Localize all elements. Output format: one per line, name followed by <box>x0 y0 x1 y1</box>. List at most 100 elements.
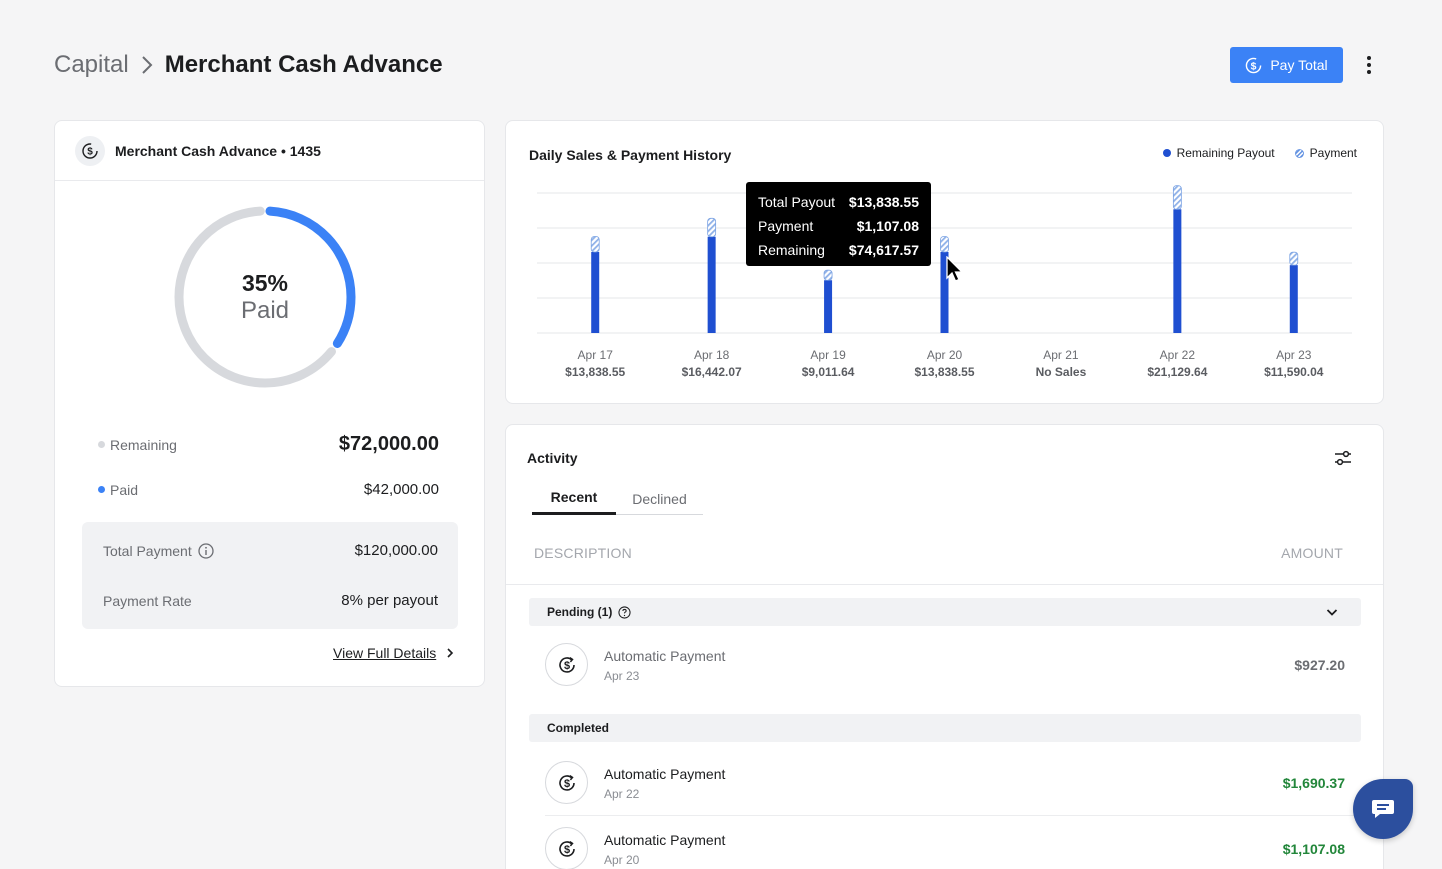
svg-text:$: $ <box>563 660 569 672</box>
tooltip-value: $74,617.57 <box>848 242 919 258</box>
paid-row: Paid $42,000.00 <box>98 481 439 498</box>
breadcrumb-root-link[interactable]: Capital <box>54 51 129 78</box>
summary-card: $ Merchant Cash Advance • 1435 35% Paid … <box>54 120 485 687</box>
tooltip-row: Payment $1,107.08 <box>758 214 919 238</box>
chart-legend: Remaining Payout Payment <box>1162 146 1357 160</box>
activity-card: Activity Recent Declined DESCRIPTION AMO… <box>505 424 1384 869</box>
bar-payment[interactable] <box>590 236 600 253</box>
remaining-row: Remaining $72,000.00 <box>98 433 439 456</box>
transaction-date: Apr 23 <box>604 669 640 683</box>
tooltip-label: Remaining <box>758 242 825 258</box>
list-item[interactable]: $ Automatic Payment Apr 20 $1,107.08 <box>545 827 1345 869</box>
auto-payment-icon: $ <box>545 761 588 804</box>
donut-paid-arc <box>174 206 356 388</box>
x-tick-label: Apr 21 <box>1043 348 1079 362</box>
sales-chart: Apr 17 $13,838.55 Apr 18 $16,442.07 Apr 19 $9… <box>537 185 1352 379</box>
tooltip-label: Total Payout <box>758 194 836 210</box>
legend-label-payment: Payment <box>1309 146 1357 160</box>
total-payment-label: Total Payment <box>103 542 192 559</box>
chat-button[interactable] <box>1353 779 1413 839</box>
transaction-amount: $1,690.37 <box>1282 775 1345 791</box>
help-icon[interactable] <box>618 605 631 619</box>
paid-value: $42,000.00 <box>363 481 439 498</box>
tooltip-row: Total Payout $13,838.55 <box>758 190 919 214</box>
auto-payment-icon: $ <box>545 827 588 869</box>
pending-group-label: Pending (1) <box>547 605 613 619</box>
transaction-date: Apr 22 <box>604 787 640 801</box>
sales-chart-card: Daily Sales & Payment History Remaining … <box>505 120 1384 404</box>
dollar-cycle-icon: $ <box>75 135 105 166</box>
x-tick-label: Apr 19 <box>810 348 846 362</box>
tooltip-label: Payment <box>758 218 814 234</box>
progress-donut <box>174 206 356 388</box>
totals-box: Total Payment $120,000.00 Payment Rate 8… <box>82 522 458 629</box>
auto-payment-icon: $ <box>545 643 588 686</box>
column-header-description[interactable]: DESCRIPTION <box>534 545 632 561</box>
chevron-down-icon[interactable] <box>1325 605 1339 622</box>
chart-title: Daily Sales & Payment History <box>529 147 732 163</box>
chevron-right-icon <box>141 55 153 75</box>
bar-remaining[interactable] <box>824 280 833 333</box>
svg-text:$: $ <box>563 844 569 856</box>
info-icon[interactable] <box>198 542 214 559</box>
bar-value-label: $11,590.04 <box>1264 365 1324 379</box>
legend-item-payment: Payment <box>1294 146 1357 160</box>
view-full-details-label: View Full Details <box>333 645 437 661</box>
payment-rate-value: 8% per payout <box>341 592 438 609</box>
chevron-right-icon <box>446 647 454 659</box>
tooltip-value: $13,838.55 <box>848 194 919 210</box>
legend-swatch-remaining <box>1162 149 1171 157</box>
summary-title: Merchant Cash Advance • 1435 <box>115 142 321 159</box>
bar-remaining[interactable] <box>1173 209 1182 333</box>
transaction-amount: $927.20 <box>1294 657 1345 673</box>
transaction-name: Automatic Payment <box>604 766 726 782</box>
bar-value-label: $13,838.55 <box>565 365 625 379</box>
bar-remaining[interactable] <box>1289 265 1298 333</box>
x-tick-label: Apr 18 <box>694 348 730 362</box>
transaction-name: Automatic Payment <box>604 832 726 848</box>
bar-payment[interactable] <box>1289 251 1299 266</box>
summary-card-header: $ Merchant Cash Advance • 1435 <box>55 121 484 181</box>
column-header-amount[interactable]: AMOUNT <box>1281 545 1343 561</box>
bar-payment[interactable] <box>707 217 717 238</box>
remaining-dot <box>98 441 105 448</box>
completed-group-label: Completed <box>547 721 610 735</box>
tooltip-row: Remaining $74,617.57 <box>758 238 919 262</box>
paid-label: Paid <box>110 481 139 498</box>
tab-recent[interactable]: Recent <box>532 482 616 515</box>
more-options-icon[interactable] <box>1358 53 1380 77</box>
payment-rate-label: Payment Rate <box>103 592 192 609</box>
legend-label-remaining: Remaining Payout <box>1176 146 1275 160</box>
legend-swatch-payment <box>1294 148 1304 158</box>
bar-remaining[interactable] <box>940 251 949 333</box>
list-item[interactable]: $ Automatic Payment Apr 23 $927.20 <box>545 643 1345 687</box>
svg-text:$: $ <box>563 778 569 790</box>
bar-payment[interactable] <box>940 236 949 253</box>
payment-rate-row: Payment Rate 8% per payout <box>103 592 438 609</box>
view-full-details-link[interactable]: View Full Details <box>333 645 454 661</box>
dollar-cycle-icon: $ <box>1245 57 1262 74</box>
remaining-value: $72,000.00 <box>338 433 439 455</box>
divider <box>545 815 1361 816</box>
x-tick-label: Apr 17 <box>578 348 614 362</box>
filter-sliders-icon[interactable] <box>1333 448 1353 473</box>
list-item[interactable]: $ Automatic Payment Apr 22 $1,690.37 <box>545 761 1345 805</box>
tab-declined[interactable]: Declined <box>632 490 687 507</box>
page-title: Merchant Cash Advance <box>164 51 443 78</box>
bar-remaining[interactable] <box>707 236 716 333</box>
pending-group-header[interactable]: Pending (1) <box>529 598 1361 626</box>
legend-item-remaining: Remaining Payout <box>1162 146 1275 160</box>
tooltip-value: $1,107.08 <box>856 218 919 234</box>
remaining-label: Remaining <box>110 436 177 453</box>
paid-percent: 35% <box>241 270 289 296</box>
bar-payment[interactable] <box>1172 185 1182 210</box>
bar-remaining[interactable] <box>591 251 600 333</box>
donut-label: 35% Paid <box>173 205 357 389</box>
transaction-date: Apr 20 <box>604 853 640 867</box>
paid-percent-caption: Paid <box>240 297 290 324</box>
bar-payment[interactable] <box>823 269 833 281</box>
pay-total-button[interactable]: $ Pay Total <box>1230 47 1343 83</box>
x-tick-label: Apr 23 <box>1276 348 1312 362</box>
completed-group-header: Completed <box>529 714 1361 742</box>
bar-value-label: No Sales <box>1036 365 1087 379</box>
